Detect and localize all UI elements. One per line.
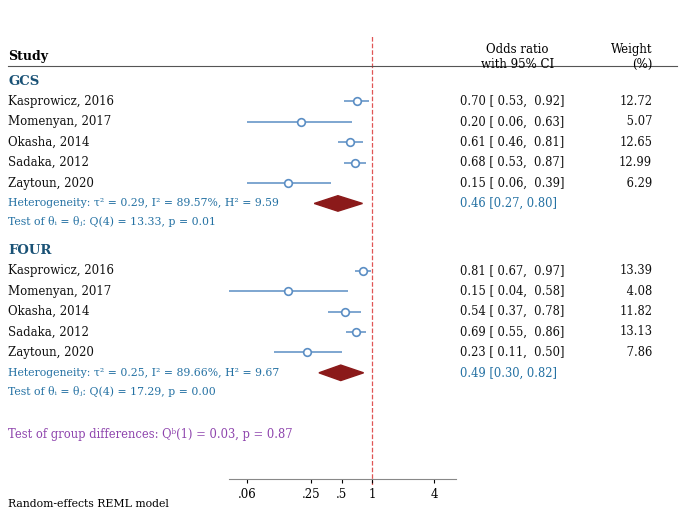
Text: Heterogeneity: τ² = 0.29, I² = 89.57%, H² = 9.59: Heterogeneity: τ² = 0.29, I² = 89.57%, H… xyxy=(8,199,279,208)
Text: 11.82: 11.82 xyxy=(619,305,652,318)
Text: 0.23 [ 0.11,  0.50]: 0.23 [ 0.11, 0.50] xyxy=(460,346,565,359)
Text: Odds ratio
with 95% CI: Odds ratio with 95% CI xyxy=(481,42,553,71)
Text: 0.20 [ 0.06,  0.63]: 0.20 [ 0.06, 0.63] xyxy=(460,115,564,128)
Text: 12.65: 12.65 xyxy=(619,136,652,149)
Text: 0.49 [0.30, 0.82]: 0.49 [0.30, 0.82] xyxy=(460,366,558,379)
Text: 13.13: 13.13 xyxy=(619,326,652,338)
Text: Okasha, 2014: Okasha, 2014 xyxy=(8,136,90,149)
Text: Okasha, 2014: Okasha, 2014 xyxy=(8,305,90,318)
Text: Weight
(%): Weight (%) xyxy=(610,42,652,71)
Text: Kasprowicz, 2016: Kasprowicz, 2016 xyxy=(8,95,114,108)
Text: Heterogeneity: τ² = 0.25, I² = 89.66%, H² = 9.67: Heterogeneity: τ² = 0.25, I² = 89.66%, H… xyxy=(8,368,279,378)
Text: Momenyan, 2017: Momenyan, 2017 xyxy=(8,285,112,298)
Text: 0.81 [ 0.67,  0.97]: 0.81 [ 0.67, 0.97] xyxy=(460,264,565,277)
Polygon shape xyxy=(319,365,364,381)
Text: Test of group differences: Qᵇ(1) = 0.03, p = 0.87: Test of group differences: Qᵇ(1) = 0.03,… xyxy=(8,428,293,441)
Polygon shape xyxy=(314,196,362,211)
Text: GCS: GCS xyxy=(8,74,40,88)
Text: Random-effects REML model: Random-effects REML model xyxy=(8,499,169,509)
Text: Test of θᵢ = θⱼ: Q(4) = 17.29, p = 0.00: Test of θᵢ = θⱼ: Q(4) = 17.29, p = 0.00 xyxy=(8,385,216,397)
Text: 0.54 [ 0.37,  0.78]: 0.54 [ 0.37, 0.78] xyxy=(460,305,564,318)
Text: 0.46 [0.27, 0.80]: 0.46 [0.27, 0.80] xyxy=(460,197,558,210)
Text: 0.69 [ 0.55,  0.86]: 0.69 [ 0.55, 0.86] xyxy=(460,326,564,338)
Text: 0.15 [ 0.04,  0.58]: 0.15 [ 0.04, 0.58] xyxy=(460,285,565,298)
Text: 0.15 [ 0.06,  0.39]: 0.15 [ 0.06, 0.39] xyxy=(460,176,565,189)
Text: 0.70 [ 0.53,  0.92]: 0.70 [ 0.53, 0.92] xyxy=(460,95,565,108)
Text: 0.61 [ 0.46,  0.81]: 0.61 [ 0.46, 0.81] xyxy=(460,136,564,149)
Text: Test of θᵢ = θⱼ: Q(4) = 13.33, p = 0.01: Test of θᵢ = θⱼ: Q(4) = 13.33, p = 0.01 xyxy=(8,216,216,228)
Text: Study: Study xyxy=(8,50,48,63)
Text: 12.99: 12.99 xyxy=(619,156,652,169)
Text: Zaytoun, 2020: Zaytoun, 2020 xyxy=(8,176,94,189)
Text: Sadaka, 2012: Sadaka, 2012 xyxy=(8,156,89,169)
Text: FOUR: FOUR xyxy=(8,244,51,257)
Text: 7.86: 7.86 xyxy=(623,346,652,359)
Text: 4.08: 4.08 xyxy=(623,285,652,298)
Text: Kasprowicz, 2016: Kasprowicz, 2016 xyxy=(8,264,114,277)
Text: Zaytoun, 2020: Zaytoun, 2020 xyxy=(8,346,94,359)
Text: 0.68 [ 0.53,  0.87]: 0.68 [ 0.53, 0.87] xyxy=(460,156,564,169)
Text: Sadaka, 2012: Sadaka, 2012 xyxy=(8,326,89,338)
Text: Momenyan, 2017: Momenyan, 2017 xyxy=(8,115,112,128)
Text: 5.07: 5.07 xyxy=(623,115,652,128)
Text: 13.39: 13.39 xyxy=(619,264,652,277)
Text: 6.29: 6.29 xyxy=(623,176,652,189)
Text: 12.72: 12.72 xyxy=(619,95,652,108)
